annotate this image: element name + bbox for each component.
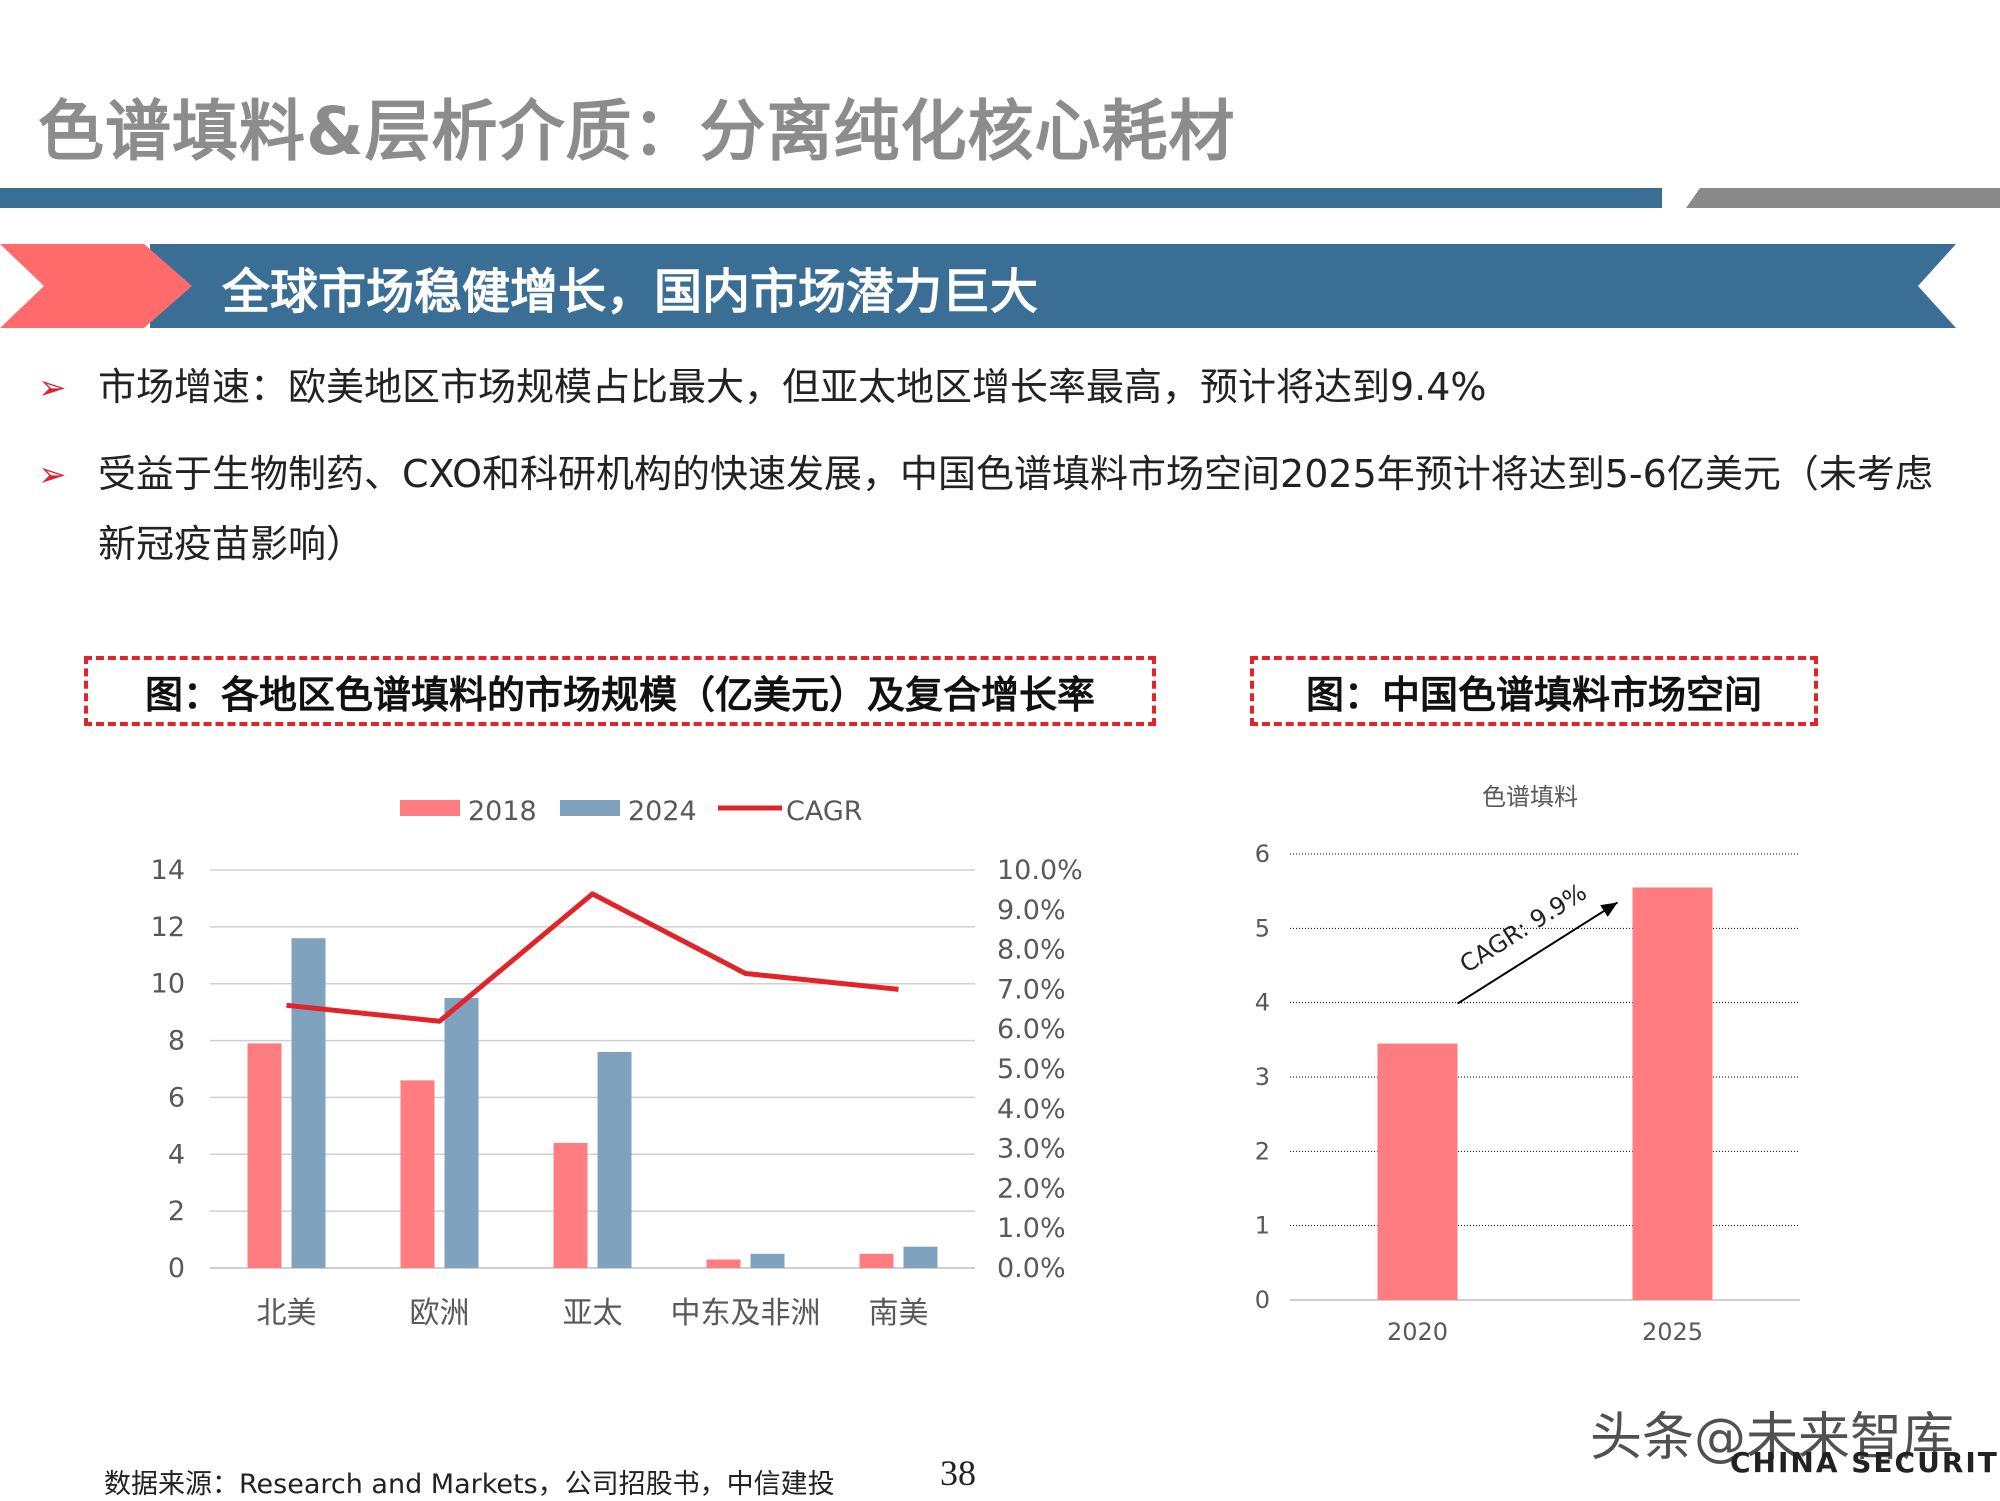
y2-tick-label: 3.0%: [997, 1134, 1066, 1165]
x-category-label: 欧洲: [410, 1296, 470, 1331]
cagr-arrow-head: [1600, 902, 1618, 917]
right-figure-title-box: 图：中国色谱填料市场空间: [1250, 656, 1818, 726]
legend-label-2024: 2024: [628, 796, 697, 827]
legend-label-2018: 2018: [468, 796, 537, 827]
y2-tick-label: 6.0%: [997, 1014, 1066, 1045]
x-category-label: 中东及非洲: [671, 1296, 821, 1331]
bullet-text-2: 受益于生物制药、CXO和科研机构的快速发展，中国色谱填料市场空间2025年预计将…: [98, 452, 1933, 566]
bar-2018: [553, 1142, 588, 1268]
y2-tick-label: 9.0%: [997, 895, 1066, 926]
bullet-arrow-icon: ➢: [38, 368, 67, 408]
watermark: 头条@未来智库: [1590, 1408, 1955, 1468]
header-rule-blue: [0, 188, 1662, 208]
y2-tick-label: 4.0%: [997, 1094, 1066, 1125]
bar-2018: [247, 1043, 282, 1268]
y2-tick-label: 0.0%: [997, 1253, 1066, 1284]
bar-2018: [706, 1259, 741, 1268]
china-market-chart: 色谱填料 0 1 2 3 4 5 6 2020 2025 CAGR: 9.9%: [1255, 783, 1800, 1346]
bullet-arrow-icon: ➢: [38, 455, 67, 495]
y-tick-label: 0: [168, 1253, 185, 1284]
header-rule-gray: [1686, 188, 2000, 208]
bar-2024: [444, 997, 479, 1268]
y-tick-label: 6: [168, 1082, 185, 1113]
data-source: 数据来源：Research and Markets，公司招股书，中信建投: [104, 1469, 835, 1500]
x-category-label: 北美: [257, 1296, 317, 1331]
y2-tick-label: 1.0%: [997, 1213, 1066, 1244]
y-tick-label: 8: [168, 1026, 185, 1057]
x-category-label: 亚太: [563, 1296, 623, 1331]
y-tick-label: 12: [151, 912, 185, 943]
x-category-label: 2020: [1387, 1318, 1448, 1346]
banner-title: 全球市场稳健增长，国内市场潜力巨大: [222, 264, 1039, 320]
x-category-label: 2025: [1642, 1318, 1703, 1346]
y2-tick-label: 5.0%: [997, 1054, 1066, 1085]
y-tick-label: 1: [1255, 1212, 1270, 1240]
y-tick-label: 5: [1255, 914, 1270, 942]
page-number: 38: [940, 1453, 976, 1493]
y2-tick-label: 8.0%: [997, 935, 1066, 966]
y-tick-label: 0: [1255, 1286, 1270, 1314]
y-tick-label: 2: [1255, 1137, 1270, 1165]
legend-swatch-2024: [560, 800, 620, 816]
bullet-text-1: 市场增速：欧美地区市场规模占比最大，但亚太地区增长率最高，预计将达到9.4%: [98, 365, 1487, 409]
y-tick-label: 3: [1255, 1063, 1270, 1091]
bar-2024: [750, 1253, 785, 1268]
cagr-line: [286, 891, 899, 1024]
cagr-annotation: CAGR: 9.9%: [1455, 878, 1592, 979]
y-tick-label: 4: [168, 1139, 185, 1170]
bar-2024: [903, 1246, 938, 1268]
bar-2018: [859, 1253, 894, 1268]
x-category-label: 南美: [869, 1296, 929, 1331]
y2-tick-label: 7.0%: [997, 974, 1066, 1005]
bar-china-2025: [1632, 887, 1713, 1300]
left-figure-title-box: 图：各地区色谱填料的市场规模（亿美元）及复合增长率: [84, 656, 1156, 726]
legend-label-cagr: CAGR: [786, 796, 863, 827]
watermark-sub: CHINA SECURITIES: [1730, 1446, 2000, 1479]
y2-tick-label: 10.0%: [997, 855, 1083, 886]
y-tick-label: 10: [151, 969, 185, 1000]
chart-title: 色谱填料: [1482, 783, 1578, 811]
y-tick-label: 6: [1255, 840, 1270, 868]
right-figure-title: 图：中国色谱填料市场空间: [1305, 672, 1762, 717]
bar-2024: [291, 938, 326, 1268]
bar-2018: [400, 1080, 435, 1268]
bar-china-2020: [1377, 1043, 1458, 1300]
legend-swatch-2018: [400, 800, 460, 816]
y2-tick-label: 2.0%: [997, 1173, 1066, 1204]
regional-market-chart: 0 2 4 6 8 10 12 14 0.0% 1.0% 2.0% 3.0% 4.0% 5.0% 6.0% 7…: [151, 796, 1083, 1331]
bar-2024: [597, 1051, 632, 1268]
y-tick-label: 2: [168, 1196, 185, 1227]
y-tick-label: 14: [151, 855, 185, 886]
page-title: 色谱填料&层析介质：分离纯化核心耗材: [38, 93, 1236, 170]
left-figure-title: 图：各地区色谱填料的市场规模（亿美元）及复合增长率: [144, 672, 1095, 717]
section-banner: [0, 244, 1956, 328]
y-tick-label: 4: [1255, 989, 1270, 1017]
cagr-arrow: [1456, 901, 1619, 1005]
